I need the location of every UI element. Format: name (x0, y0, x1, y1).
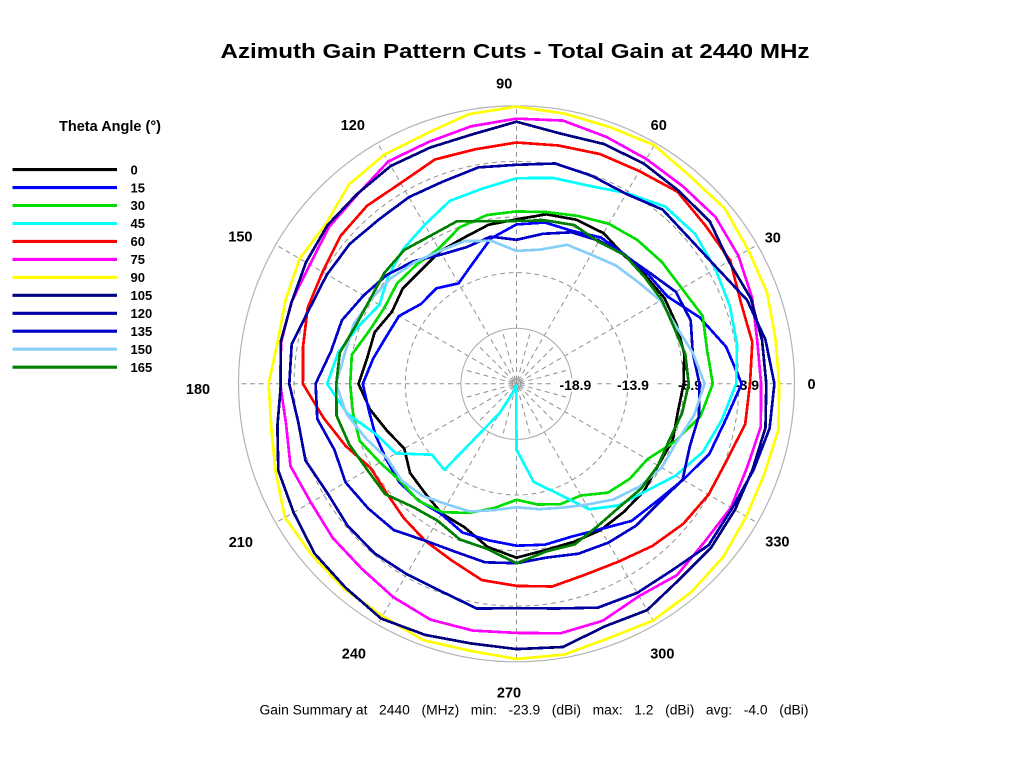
svg-text:330: 330 (765, 534, 789, 550)
svg-text:30: 30 (765, 231, 781, 247)
svg-text:Theta Angle (°): Theta Angle (°) (59, 119, 161, 135)
svg-text:Azimuth Gain Pattern Cuts - To: Azimuth Gain Pattern Cuts - Total Gain a… (221, 41, 810, 63)
svg-text:150: 150 (131, 342, 153, 357)
svg-text:60: 60 (131, 234, 145, 249)
svg-text:75: 75 (131, 252, 145, 267)
svg-text:-13.9: -13.9 (617, 377, 649, 393)
svg-text:60: 60 (651, 118, 667, 134)
svg-text:15: 15 (131, 180, 145, 195)
svg-text:150: 150 (228, 230, 252, 246)
svg-text:270: 270 (497, 686, 521, 702)
svg-text:0: 0 (807, 377, 815, 393)
svg-text:105: 105 (131, 288, 153, 303)
svg-text:300: 300 (650, 647, 674, 663)
svg-text:120: 120 (131, 306, 153, 321)
svg-text:Gain Summary at 2440 (MHz): Gain Summary at 2440 (MHz) min: -23.9 (d… (260, 703, 809, 718)
svg-text:-18.9: -18.9 (559, 377, 591, 393)
svg-text:120: 120 (341, 118, 365, 134)
svg-text:45: 45 (131, 216, 145, 231)
svg-text:90: 90 (131, 270, 145, 285)
svg-text:240: 240 (342, 647, 366, 663)
svg-text:135: 135 (131, 324, 153, 339)
svg-text:30: 30 (131, 198, 145, 213)
svg-text:165: 165 (131, 360, 153, 375)
svg-text:90: 90 (496, 77, 512, 93)
svg-text:180: 180 (186, 382, 210, 398)
svg-text:210: 210 (229, 535, 253, 551)
svg-text:0: 0 (131, 162, 138, 177)
